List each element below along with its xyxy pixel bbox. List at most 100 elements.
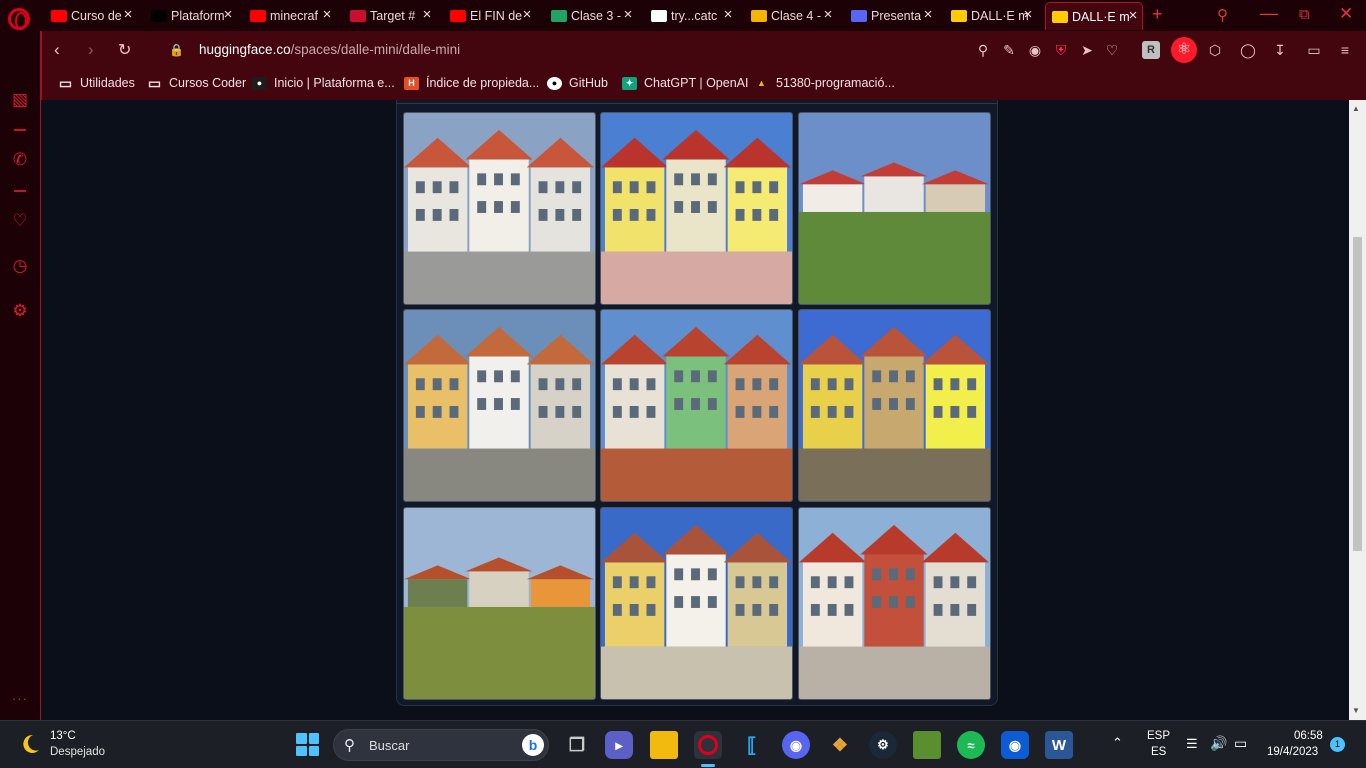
search-tabs-icon[interactable]: ⚲ <box>1217 7 1228 24</box>
close-tab-icon[interactable]: × <box>1128 7 1138 24</box>
task-view-icon[interactable]: ❐ <box>568 734 586 755</box>
new-tab-icon[interactable]: + <box>1152 4 1163 24</box>
close-window-icon[interactable]: ✕ <box>1339 4 1354 23</box>
close-tab-icon[interactable]: × <box>1023 6 1033 23</box>
send-icon[interactable]: ➤ <box>1081 42 1093 58</box>
lock-icon[interactable]: 🔒 <box>169 43 184 57</box>
react-devtools-icon[interactable]: ⚛ <box>1171 37 1197 63</box>
weather-condition[interactable]: Despejado <box>50 746 105 758</box>
bookmark-item[interactable]: ▲ 51380-programació... <box>754 76 895 90</box>
forward-icon[interactable]: › <box>88 40 94 59</box>
bookmark-item[interactable]: ▭ Cursos Coder <box>147 75 246 91</box>
spotify-icon[interactable]: ≈ <box>957 731 985 759</box>
bookmark-item[interactable]: ● GitHub <box>547 76 608 90</box>
browser-tab[interactable]: minecraf × <box>244 2 336 30</box>
notification-badge[interactable]: 1 <box>1330 737 1345 752</box>
extension-r-icon[interactable]: R <box>1142 41 1160 59</box>
close-tab-icon[interactable]: × <box>522 6 532 23</box>
moon-icon[interactable] <box>18 732 42 756</box>
discord-icon[interactable]: ◉ <box>782 731 810 759</box>
word-icon[interactable]: W <box>1045 731 1073 759</box>
clock-date[interactable]: 19/4/2023 <box>1267 746 1319 758</box>
generated-image[interactable] <box>403 112 596 305</box>
zoom-icon[interactable]: ⚲ <box>977 42 989 58</box>
weather-temperature[interactable]: 13°C <box>50 730 76 742</box>
browser-tab[interactable]: Clase 3 - × <box>545 2 637 30</box>
wifi-icon[interactable]: ☰ <box>1186 736 1198 751</box>
minimize-icon[interactable]: — <box>1260 3 1278 23</box>
reload-icon[interactable]: ↻ <box>118 42 132 59</box>
settings-gear-icon[interactable]: ⚙ <box>12 301 28 320</box>
generated-image[interactable] <box>798 507 991 700</box>
gamepad-icon[interactable]: ▧ <box>11 90 29 109</box>
coderhouse-icon: ● <box>252 76 267 90</box>
bookmark-item[interactable]: H Índice de propieda... <box>404 76 539 90</box>
close-tab-icon[interactable]: × <box>923 6 933 23</box>
easy-setup-icon[interactable]: ≡ <box>1340 42 1350 58</box>
browser-tab[interactable]: DALL·E m × <box>945 2 1037 30</box>
windows-start-icon[interactable] <box>296 733 319 756</box>
generated-image[interactable] <box>600 507 793 700</box>
close-tab-icon[interactable]: × <box>322 6 332 23</box>
battery-icon[interactable]: ▭ <box>1234 735 1248 751</box>
clock-time[interactable]: 06:58 <box>1294 730 1323 742</box>
vscode-icon[interactable]: ⟦ <box>747 734 757 757</box>
bing-icon[interactable]: b <box>522 734 544 756</box>
browser-tab[interactable]: Curso de × <box>45 2 137 30</box>
back-icon[interactable]: ‹ <box>54 40 60 59</box>
close-tab-icon[interactable]: × <box>123 6 133 23</box>
browser-tab[interactable]: El FIN de × <box>444 2 536 30</box>
cube-icon[interactable]: ⬡ <box>1208 42 1222 58</box>
generated-image[interactable] <box>403 507 596 700</box>
heart-icon[interactable]: ♡ <box>1105 42 1119 58</box>
close-tab-icon[interactable]: × <box>223 6 233 23</box>
generated-image[interactable] <box>798 112 991 305</box>
camera-icon[interactable]: ◉ <box>1028 42 1042 58</box>
language-indicator-bottom[interactable]: ES <box>1151 746 1167 758</box>
generated-image[interactable] <box>600 112 793 305</box>
profile-icon[interactable]: ◯ <box>1240 42 1256 58</box>
browser-tab[interactable]: DALL·E m × <box>1045 2 1143 30</box>
page-scrollbar[interactable]: ▲ ▼ <box>1349 100 1366 720</box>
battery-saver-icon[interactable]: ▭ <box>1307 42 1321 58</box>
minecraft-icon[interactable] <box>913 731 941 759</box>
show-hidden-icons-icon[interactable]: ⌃ <box>1112 735 1123 750</box>
browser-tab[interactable]: Clase 4 - × <box>745 2 837 30</box>
edit-icon[interactable]: ✎ <box>1003 42 1015 58</box>
scroll-up-icon[interactable]: ▲ <box>1352 104 1360 113</box>
file-explorer-icon[interactable] <box>650 731 678 759</box>
close-tab-icon[interactable]: × <box>823 6 833 23</box>
heart-icon[interactable]: ♡ <box>12 211 28 230</box>
close-tab-icon[interactable]: × <box>623 6 633 23</box>
browser-tab[interactable]: Target # × <box>344 2 436 30</box>
bookmark-item[interactable]: ✦ ChatGPT | OpenAI <box>622 76 748 90</box>
history-icon[interactable]: ◷ <box>12 256 28 275</box>
browser-tab[interactable]: Presenta × <box>845 2 937 30</box>
restore-icon[interactable]: ⧉ <box>1299 6 1310 23</box>
more-icon[interactable]: ··· <box>12 691 28 706</box>
browser-tab[interactable]: try...catc × <box>645 2 737 30</box>
opera-taskbar-icon[interactable] <box>694 731 722 759</box>
taskbar-search[interactable]: ⚲ Buscar b <box>333 729 549 761</box>
screen-capture-icon[interactable]: ◉ <box>1001 731 1029 759</box>
browser-tab[interactable]: Plataform × <box>145 2 237 30</box>
opera-menu-icon[interactable] <box>8 8 30 30</box>
language-indicator-top[interactable]: ESP <box>1147 730 1171 742</box>
generated-image[interactable] <box>798 309 991 502</box>
bookmark-item[interactable]: ▭ Utilidades <box>58 75 135 91</box>
volume-icon[interactable]: 🔊 <box>1210 735 1228 751</box>
whatsapp-icon[interactable]: ✆ <box>12 150 28 169</box>
download-icon[interactable]: ↧ <box>1274 42 1286 58</box>
url-field[interactable]: huggingface.co/spaces/dalle-mini/dalle-m… <box>199 42 461 57</box>
generated-image[interactable] <box>403 309 596 502</box>
scroll-down-icon[interactable]: ▼ <box>1352 706 1360 715</box>
steam-icon[interactable]: ⚙ <box>869 731 897 759</box>
scroll-thumb[interactable] <box>1353 237 1362 551</box>
bookmark-item[interactable]: ● Inicio | Plataforma e... <box>252 76 395 90</box>
git-kraken-icon[interactable]: ❖ <box>831 734 849 755</box>
close-tab-icon[interactable]: × <box>723 6 733 23</box>
adblock-shield-icon[interactable]: ⛨ <box>1055 42 1067 58</box>
close-tab-icon[interactable]: × <box>422 6 432 23</box>
teams-chat-icon[interactable]: ▸ <box>605 731 633 759</box>
generated-image[interactable] <box>600 309 793 502</box>
